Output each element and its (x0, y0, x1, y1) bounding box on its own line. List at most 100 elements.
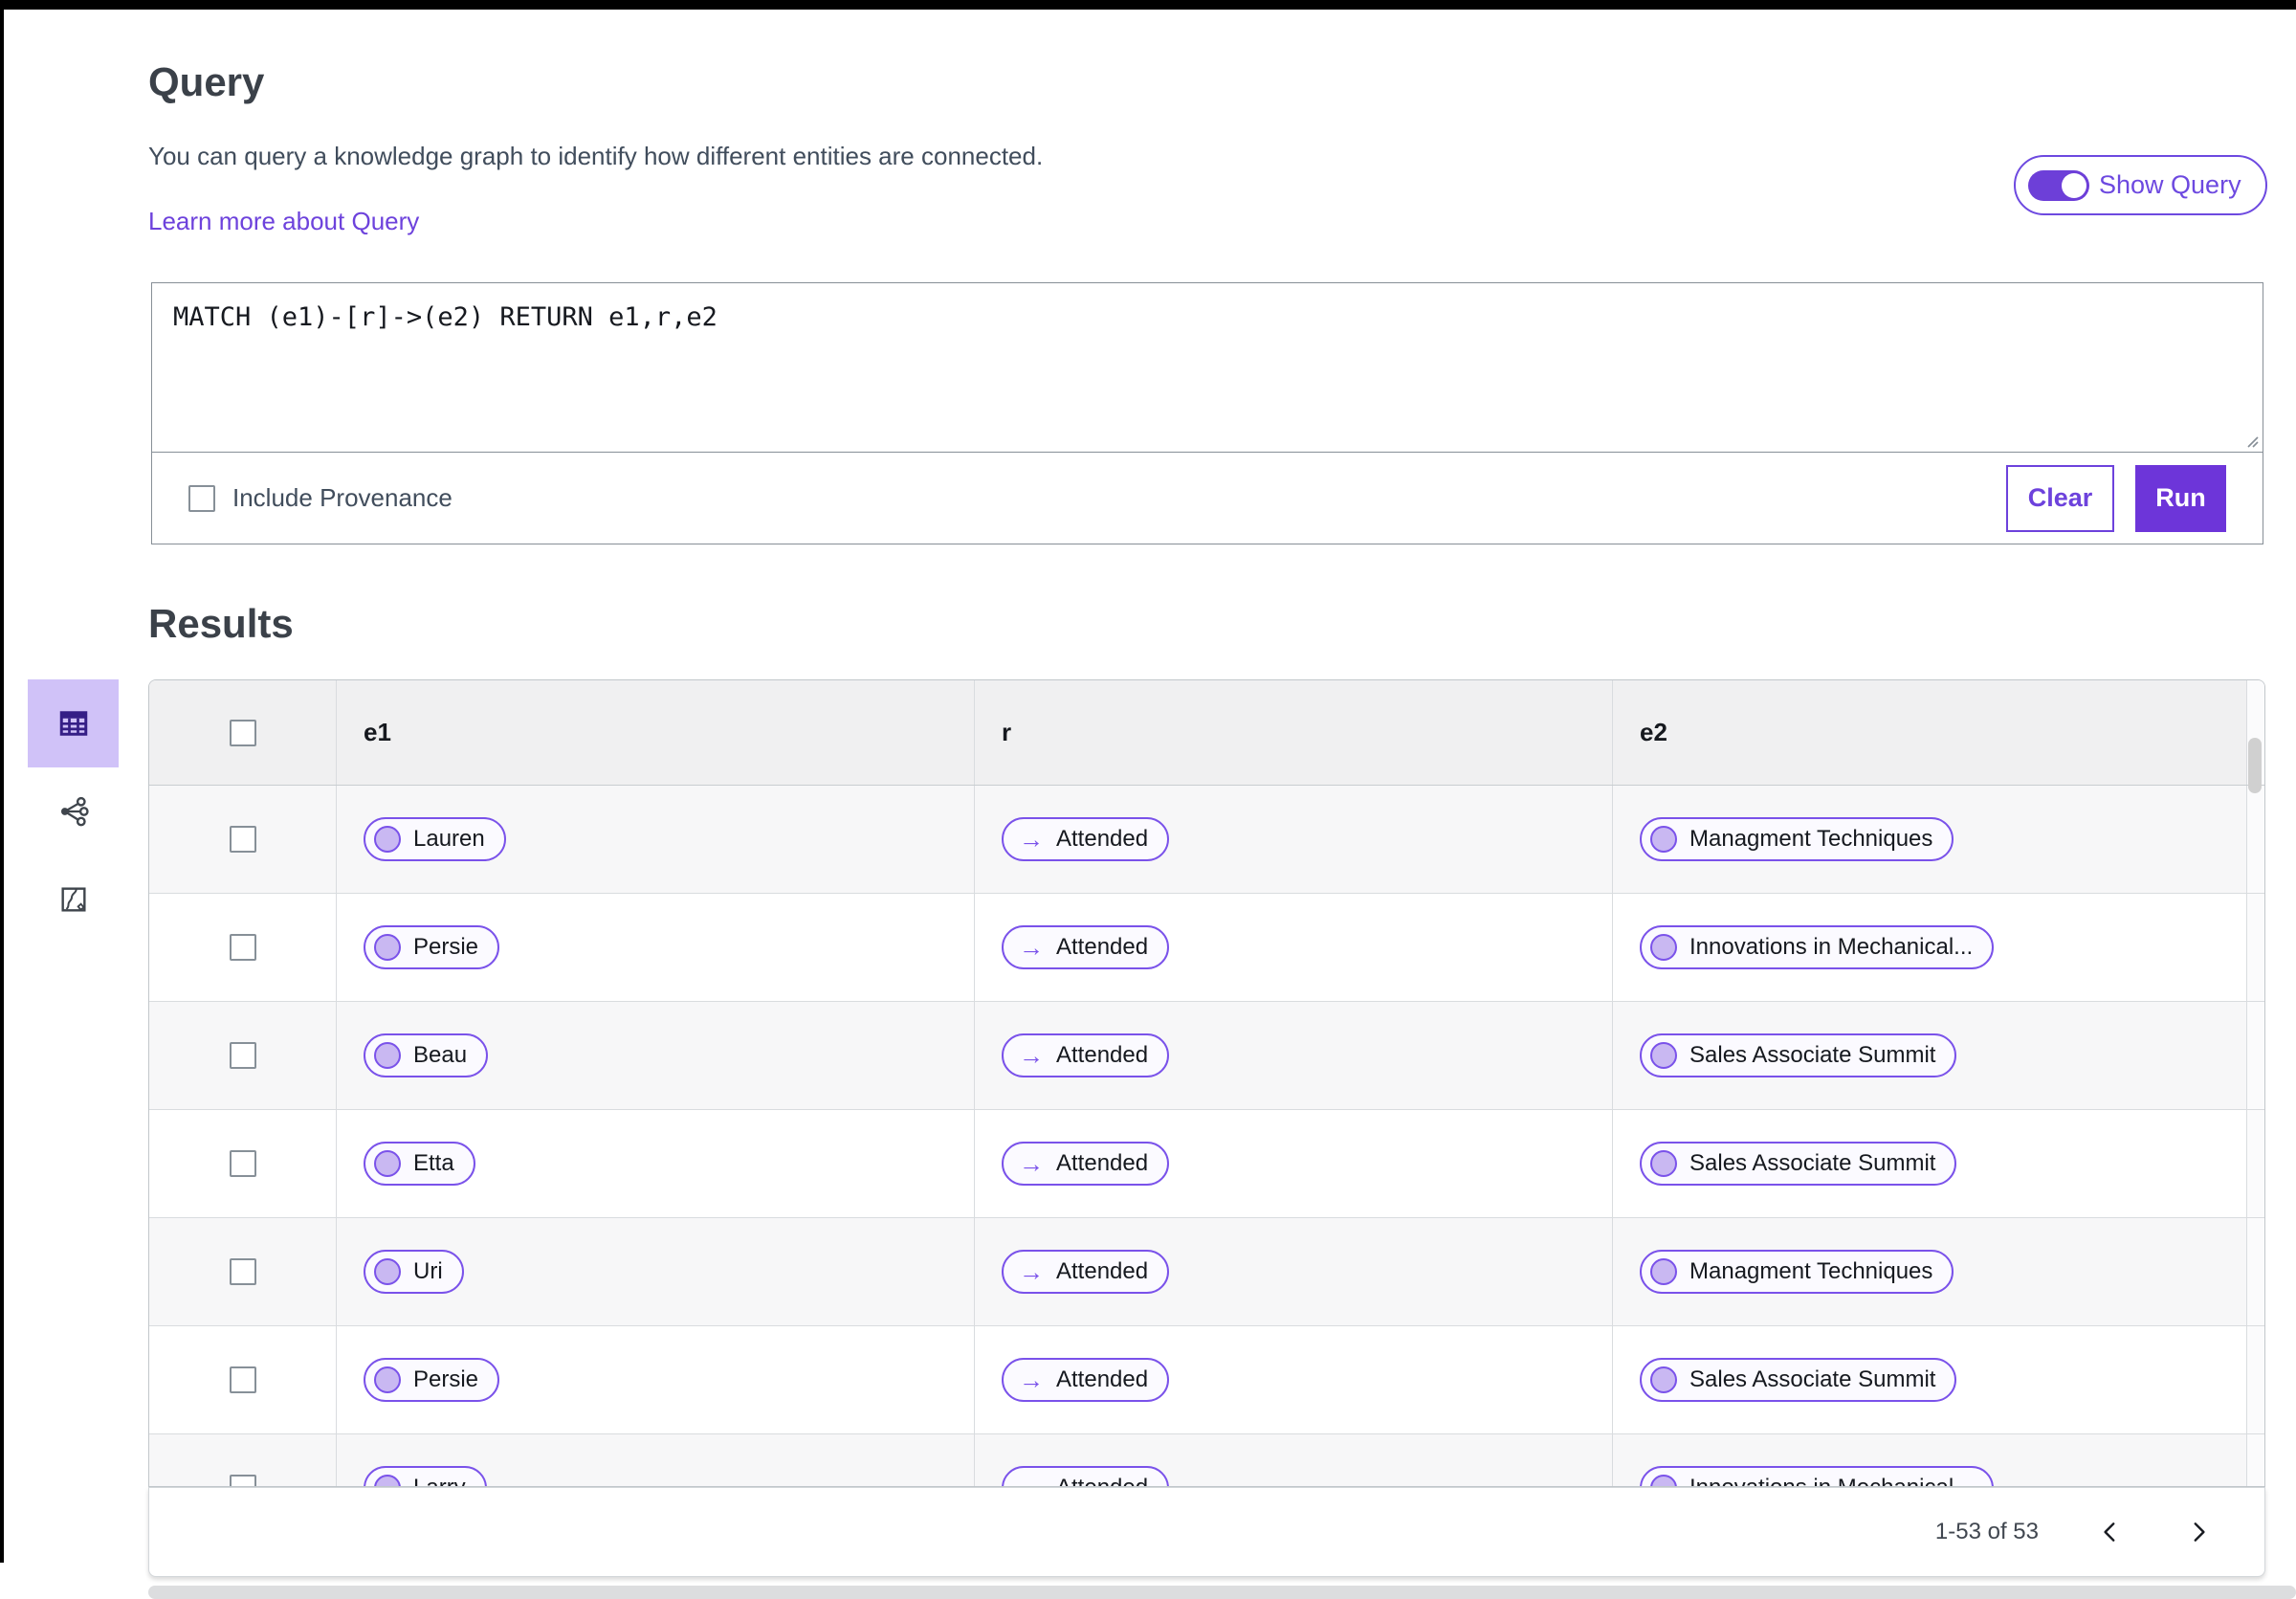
cell-e2: Sales Associate Summit (1613, 1326, 2247, 1433)
cell-e2: Innovations in Mechanical... (1613, 1434, 2247, 1486)
row-checkbox[interactable] (229, 1042, 256, 1069)
entity-pill-e2[interactable]: Innovations in Mechanical... (1640, 1466, 1995, 1486)
table-icon (59, 711, 87, 736)
toggle-switch[interactable] (2028, 169, 2089, 201)
show-query-toggle[interactable]: Show Query (2014, 155, 2267, 215)
row-checkbox[interactable] (229, 1475, 256, 1486)
entity-pill-e1[interactable]: Persie (364, 925, 500, 969)
pagination-bar: 1-53 of 53 (148, 1487, 2265, 1577)
prev-page-button[interactable] (2094, 1516, 2127, 1548)
entity-node-icon (374, 934, 401, 961)
relation-arrow-icon: → (1019, 1148, 1044, 1178)
scrollbar-gutter (2247, 1326, 2264, 1433)
entity-pill-e2[interactable]: Innovations in Mechanical... (1640, 925, 1995, 969)
scrollbar-gutter (2247, 1434, 2264, 1486)
entity-node-icon (1650, 1042, 1677, 1069)
entity-pill-e1[interactable]: Uri (364, 1250, 464, 1294)
chevron-right-icon (2194, 1522, 2205, 1542)
entity-pill-e2[interactable]: Sales Associate Summit (1640, 1358, 1957, 1402)
entity-node-icon (374, 1150, 401, 1177)
entity-node-icon (374, 1475, 401, 1486)
select-all-checkbox[interactable] (229, 719, 256, 746)
entity-pill-e1[interactable]: Beau (364, 1033, 489, 1077)
cell-r: → Attended (975, 786, 1613, 893)
entity-node-icon (374, 826, 401, 853)
cell-e1: Persie (337, 894, 975, 1001)
table-row: Persie → Attended Innovations in Mechani… (149, 894, 2264, 1002)
relation-arrow-icon: → (1019, 932, 1044, 962)
window-left-border (0, 0, 4, 1563)
cell-e2: Sales Associate Summit (1613, 1110, 2247, 1217)
entity-pill-e1[interactable]: Lauren (364, 817, 506, 861)
column-header-e2: e2 (1613, 680, 2247, 785)
column-header-r: r (975, 680, 1613, 785)
table-view-button[interactable] (28, 679, 119, 767)
table-row: Lauren → Attended Managment Techniques (149, 786, 2264, 894)
cell-e2: Managment Techniques (1613, 1218, 2247, 1325)
relation-arrow-icon: → (1019, 1365, 1044, 1394)
map-icon (60, 887, 86, 912)
clear-button[interactable]: Clear (2006, 464, 2114, 532)
scrollbar-gutter (2247, 1002, 2264, 1109)
cell-e2: Managment Techniques (1613, 786, 2247, 893)
relation-pill[interactable]: → Attended (1002, 1250, 1170, 1294)
table-header-row: e1 r e2 (149, 680, 2264, 786)
page-title: Query (148, 59, 265, 104)
query-footer: Include Provenance Clear Run (152, 453, 2263, 544)
row-select-cell (149, 1218, 337, 1325)
entity-node-icon (1650, 1475, 1677, 1486)
entity-pill-e1[interactable]: Etta (364, 1142, 475, 1186)
row-checkbox[interactable] (229, 826, 256, 853)
run-button[interactable]: Run (2135, 464, 2226, 532)
map-view-button[interactable] (28, 855, 119, 944)
cell-e1: Larry (337, 1434, 975, 1486)
row-checkbox[interactable] (229, 1150, 256, 1177)
entity-pill-e2[interactable]: Sales Associate Summit (1640, 1033, 1957, 1077)
results-title: Results (148, 601, 294, 646)
learn-more-link[interactable]: Learn more about Query (148, 207, 420, 235)
table-body: Lauren → Attended Managment Techniques P… (149, 786, 2264, 1487)
next-page-button[interactable] (2182, 1516, 2215, 1548)
relation-pill[interactable]: → Attended (1002, 817, 1170, 861)
entity-pill-e2[interactable]: Sales Associate Summit (1640, 1142, 1957, 1186)
row-checkbox[interactable] (229, 1258, 256, 1285)
cell-e1: Beau (337, 1002, 975, 1109)
relation-pill[interactable]: → Attended (1002, 1358, 1170, 1402)
relation-pill[interactable]: → Attended (1002, 925, 1170, 969)
relation-arrow-icon: → (1019, 824, 1044, 854)
entity-node-icon (374, 1042, 401, 1069)
query-text: MATCH (e1)-[r]->(e2) RETURN e1,r,e2 (173, 302, 718, 332)
show-query-label: Show Query (2099, 170, 2241, 199)
relation-pill[interactable]: → Attended (1002, 1142, 1170, 1186)
resize-handle-icon[interactable] (2242, 432, 2260, 449)
horizontal-scrollbar[interactable] (148, 1586, 2296, 1599)
pagination-range: 1-53 of 53 (1934, 1519, 2039, 1544)
entity-pill-e2[interactable]: Managment Techniques (1640, 1250, 1954, 1294)
scrollbar-gutter (2247, 786, 2264, 893)
vertical-scrollbar-thumb[interactable] (2248, 738, 2262, 793)
cell-r: → Attended (975, 1002, 1613, 1109)
row-select-cell (149, 1002, 337, 1109)
relation-pill[interactable]: → Attended (1002, 1033, 1170, 1077)
query-input[interactable]: MATCH (e1)-[r]->(e2) RETURN e1,r,e2 (152, 283, 2263, 453)
row-select-cell (149, 786, 337, 893)
cell-e2: Innovations in Mechanical... (1613, 894, 2247, 1001)
relation-pill[interactable]: → Attended (1002, 1466, 1170, 1487)
row-select-cell (149, 1326, 337, 1433)
entity-node-icon (1650, 826, 1677, 853)
entity-pill-e1[interactable]: Larry (364, 1466, 487, 1486)
cell-r: → Attended (975, 1326, 1613, 1433)
include-provenance-option[interactable]: Include Provenance (188, 483, 453, 513)
row-checkbox[interactable] (229, 1366, 256, 1393)
cell-r: → Attended (975, 894, 1613, 1001)
include-provenance-checkbox[interactable] (188, 484, 215, 512)
row-checkbox[interactable] (229, 934, 256, 961)
entity-node-icon (1650, 1150, 1677, 1177)
entity-pill-e2[interactable]: Managment Techniques (1640, 817, 1954, 861)
graph-view-button[interactable] (28, 767, 119, 855)
table-row: Etta → Attended Sales Associate Summit (149, 1110, 2264, 1218)
entity-pill-e1[interactable]: Persie (364, 1358, 500, 1402)
relation-arrow-icon: → (1019, 1474, 1044, 1487)
chevron-left-icon (2104, 1522, 2115, 1542)
